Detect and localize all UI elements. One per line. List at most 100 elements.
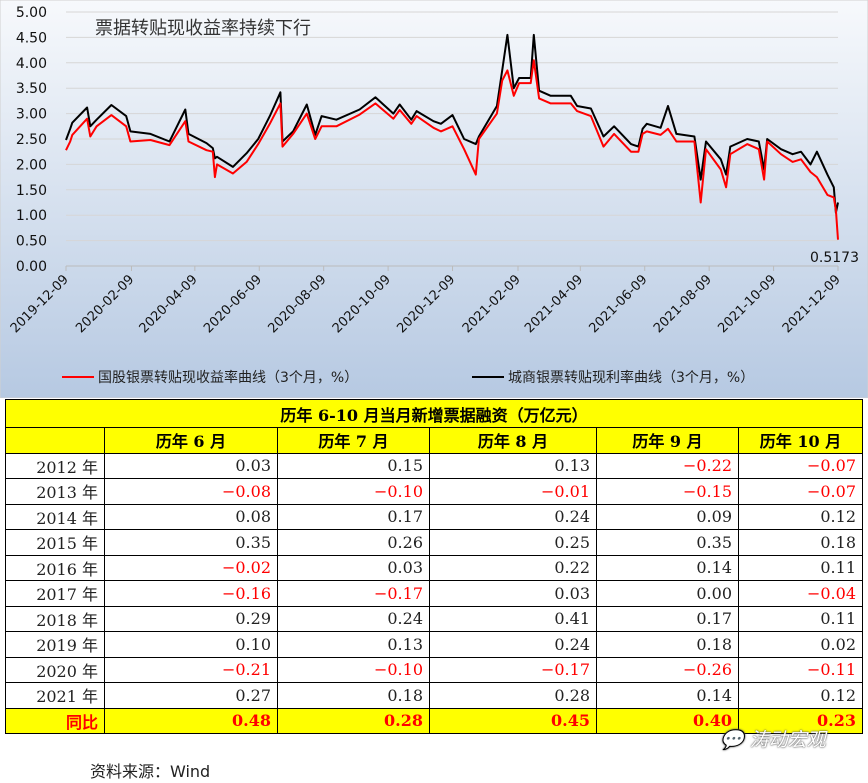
value-cell: −0.26	[596, 656, 739, 683]
value-cell: 0.24	[429, 503, 597, 530]
table-row: 2014 年 0.08 0.17 0.24 0.09 0.12	[5, 503, 863, 530]
value-cell: −0.10	[277, 656, 430, 683]
yoy-label: 同比	[5, 707, 105, 734]
value-cell: 0.24	[277, 605, 430, 632]
column-header: 历年 10 月	[738, 427, 863, 454]
value-cell: 0.29	[104, 605, 278, 632]
last-value-label: 0.5173	[810, 250, 859, 266]
value-cell: 0.17	[596, 605, 739, 632]
value-cell: 0.11	[738, 554, 863, 581]
value-cell: 0.13	[277, 631, 430, 658]
table-row: 2015 年 0.35 0.26 0.25 0.35 0.18	[5, 529, 863, 556]
watermark-text: 涛动宏观	[749, 729, 826, 751]
value-cell: 0.02	[738, 631, 863, 658]
value-cell: 0.00	[596, 580, 739, 607]
value-cell: 0.08	[104, 503, 278, 530]
table-row: 2020 年 −0.21 −0.10 −0.17 −0.26 −0.11	[5, 656, 863, 683]
value-cell: 0.14	[596, 682, 739, 709]
value-cell: 0.18	[738, 529, 863, 556]
line-chart: 0.00 0.50 1.00 1.50 2.00 2.50 3.00 3.50 4.00 4.50…	[0, 0, 868, 398]
y-tick-label: 3.00	[16, 107, 47, 123]
y-tick-label: 5.00	[16, 5, 47, 21]
yoy-value: 0.23	[738, 707, 863, 734]
table-row: 2018 年 0.29 0.24 0.41 0.17 0.11	[5, 605, 863, 632]
value-cell: 0.12	[738, 682, 863, 709]
yoy-value: 0.28	[277, 707, 430, 734]
series-line-guogu	[65, 59, 839, 240]
year-cell: 2014 年	[5, 503, 105, 530]
source-note: 资料来源：Wind	[90, 762, 211, 781]
bill-financing-table: 历年 6-10 月当月新增票据融资（万亿元） 历年 6 月历年 7 月历年 8 …	[5, 399, 863, 734]
value-cell: −0.11	[738, 656, 863, 683]
table-row: 2021 年 0.27 0.18 0.28 0.14 0.12	[5, 682, 863, 709]
yoy-value: 0.40	[596, 707, 739, 734]
table-title: 历年 6-10 月当月新增票据融资（万亿元）	[5, 399, 863, 428]
value-cell: 0.18	[596, 631, 739, 658]
y-tick-label: 0.00	[16, 259, 47, 275]
year-cell: 2019 年	[5, 631, 105, 658]
column-header: 历年 6 月	[104, 427, 278, 454]
year-cell: 2015 年	[5, 529, 105, 556]
y-tick-label: 2.00	[16, 157, 47, 173]
value-cell: −0.04	[738, 580, 863, 607]
value-cell: −0.22	[596, 452, 739, 479]
table-row: 2019 年 0.10 0.13 0.24 0.18 0.02	[5, 631, 863, 658]
value-cell: −0.08	[104, 478, 278, 505]
yoy-row: 同比 0.48 0.28 0.45 0.40 0.23	[5, 707, 863, 734]
table-row: 2013 年 −0.08 −0.10 −0.01 −0.15 −0.07	[5, 478, 863, 505]
table-row: 2017 年 −0.16 −0.17 0.03 0.00 −0.04	[5, 580, 863, 607]
legend-label-chengshang: 城商银票转贴现利率曲线（3个月，%）	[508, 369, 754, 386]
value-cell: 0.15	[277, 452, 430, 479]
value-cell: 0.11	[738, 605, 863, 632]
year-cell: 2020 年	[5, 656, 105, 683]
y-tick-label: 3.50	[16, 81, 47, 97]
value-cell: 0.09	[596, 503, 739, 530]
y-tick-label: 2.50	[16, 132, 47, 148]
yoy-value: 0.45	[429, 707, 597, 734]
y-tick-label: 4.00	[16, 56, 47, 72]
value-cell: −0.07	[738, 452, 863, 479]
value-cell: 0.17	[277, 503, 430, 530]
value-cell: 0.27	[104, 682, 278, 709]
y-tick-label: 0.50	[16, 234, 47, 250]
value-cell: 0.41	[429, 605, 597, 632]
value-cell: 0.35	[104, 529, 278, 556]
value-cell: 0.28	[429, 682, 597, 709]
year-cell: 2016 年	[5, 554, 105, 581]
value-cell: 0.03	[429, 580, 597, 607]
value-cell: 0.03	[104, 452, 278, 479]
value-cell: −0.16	[104, 580, 278, 607]
value-cell: 0.10	[104, 631, 278, 658]
legend-label-guogu: 国股银票转贴现收益率曲线（3个月，%）	[98, 369, 358, 386]
year-cell: 2021 年	[5, 682, 105, 709]
value-cell: −0.21	[104, 656, 278, 683]
value-cell: 0.26	[277, 529, 430, 556]
series-line-chengshang	[65, 33, 839, 214]
column-header: 历年 9 月	[596, 427, 739, 454]
year-cell: 2012 年	[5, 452, 105, 479]
value-cell: 0.13	[429, 452, 597, 479]
value-cell: 0.14	[596, 554, 739, 581]
year-cell: 2013 年	[5, 478, 105, 505]
value-cell: 0.12	[738, 503, 863, 530]
value-cell: 0.24	[429, 631, 597, 658]
chart-title: 票据转贴现收益率持续下行	[95, 18, 311, 39]
value-cell: 0.35	[596, 529, 739, 556]
value-cell: 0.22	[429, 554, 597, 581]
y-tick-label: 4.50	[16, 30, 47, 46]
table-row: 2016 年 −0.02 0.03 0.22 0.14 0.11	[5, 554, 863, 581]
watermark-logo: 💬 涛动宏观	[720, 729, 826, 751]
value-cell: −0.07	[738, 478, 863, 505]
value-cell: −0.17	[429, 656, 597, 683]
column-header: 历年 7 月	[277, 427, 430, 454]
value-cell: −0.01	[429, 478, 597, 505]
column-header: 历年 8 月	[429, 427, 597, 454]
yoy-value: 0.48	[104, 707, 278, 734]
y-tick-label: 1.50	[16, 183, 47, 199]
value-cell: −0.17	[277, 580, 430, 607]
year-cell: 2017 年	[5, 580, 105, 607]
table-row: 2012 年 0.03 0.15 0.13 −0.22 −0.07	[5, 452, 863, 479]
chart-background	[0, 0, 868, 398]
value-cell: −0.10	[277, 478, 430, 505]
legend: 国股银票转贴现收益率曲线（3个月，%） 城商银票转贴现利率曲线（3个月，%）	[62, 369, 754, 386]
